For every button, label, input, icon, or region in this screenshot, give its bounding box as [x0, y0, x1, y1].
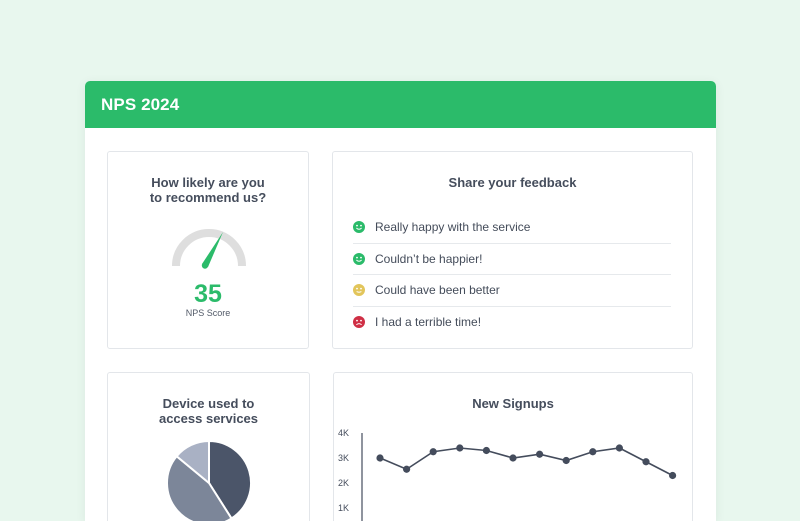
smile-icon	[353, 221, 365, 234]
signups-title: New Signups	[472, 396, 554, 411]
feedback-option[interactable]: Could have been better	[353, 275, 671, 307]
signups-data-point	[403, 465, 411, 473]
signups-card: New Signups 1K 2K 3K 4K	[333, 372, 693, 521]
signups-data-point	[482, 446, 490, 455]
nps-question-line2: to recommend us?	[149, 190, 267, 205]
signups-data-point	[429, 448, 437, 456]
signups-data-point	[642, 458, 650, 466]
dashboard-title: NPS 2024	[101, 95, 180, 114]
signups-data-point	[509, 454, 517, 462]
nps-gauge	[172, 229, 246, 269]
y-tick-label: 1K	[338, 503, 349, 513]
feedback-option-label: I had a terrible time!	[375, 315, 482, 330]
signups-series-line	[379, 447, 673, 477]
gauge-pivot	[201, 262, 209, 269]
y-tick-label: 3K	[338, 453, 349, 463]
device-title-line1: Device used to	[162, 396, 255, 411]
nps-score-label: NPS Score	[185, 308, 231, 318]
signups-data-point	[615, 444, 623, 452]
device-card: Device used to access services	[107, 372, 310, 521]
meh-icon	[353, 284, 365, 297]
feedback-option-label: Couldn’t be happier!	[375, 251, 483, 266]
signups-data-point	[669, 471, 677, 480]
device-pie-chart	[166, 440, 252, 521]
signups-line-chart: 1K 2K 3K 4K	[338, 428, 677, 521]
signups-data-point	[562, 456, 570, 465]
feedback-option-label: Really happy with the service	[375, 220, 531, 235]
smile-icon	[353, 252, 365, 265]
signups-data-point	[536, 450, 544, 458]
feedback-card: Share your feedback Really happy with th…	[332, 151, 693, 349]
feedback-option-label: Could have been better	[375, 283, 500, 298]
nps-question-line1: How likely are you	[151, 175, 265, 190]
device-title: Device used to access services	[108, 396, 309, 426]
y-tick-label: 2K	[338, 478, 349, 488]
nps-score: 35	[194, 280, 222, 308]
signups-data-point	[376, 454, 384, 462]
nps-dashboard-window: NPS 2024 How likely are you to recommend…	[85, 81, 716, 521]
feedback-list: Really happy with the service Couldn’t b…	[353, 212, 671, 338]
device-title-line2: access services	[158, 411, 259, 426]
nps-card: How likely are you to recommend us? 35 N…	[107, 151, 309, 349]
signups-data-point	[589, 448, 597, 456]
signups-data-point	[456, 444, 464, 452]
feedback-option[interactable]: Really happy with the service	[353, 212, 671, 244]
gauge-track	[172, 229, 246, 267]
feedback-option[interactable]: Couldn’t be happier!	[353, 244, 671, 275]
frown-icon	[353, 316, 365, 329]
y-tick-label: 4K	[338, 428, 349, 438]
dashboard-header: NPS 2024	[85, 81, 716, 128]
nps-question: How likely are you to recommend us?	[108, 175, 308, 205]
pie-slice	[175, 440, 210, 486]
feedback-option[interactable]: I had a terrible time!	[353, 307, 671, 339]
gauge-needle	[202, 232, 223, 267]
feedback-title: Share your feedback	[448, 175, 577, 190]
